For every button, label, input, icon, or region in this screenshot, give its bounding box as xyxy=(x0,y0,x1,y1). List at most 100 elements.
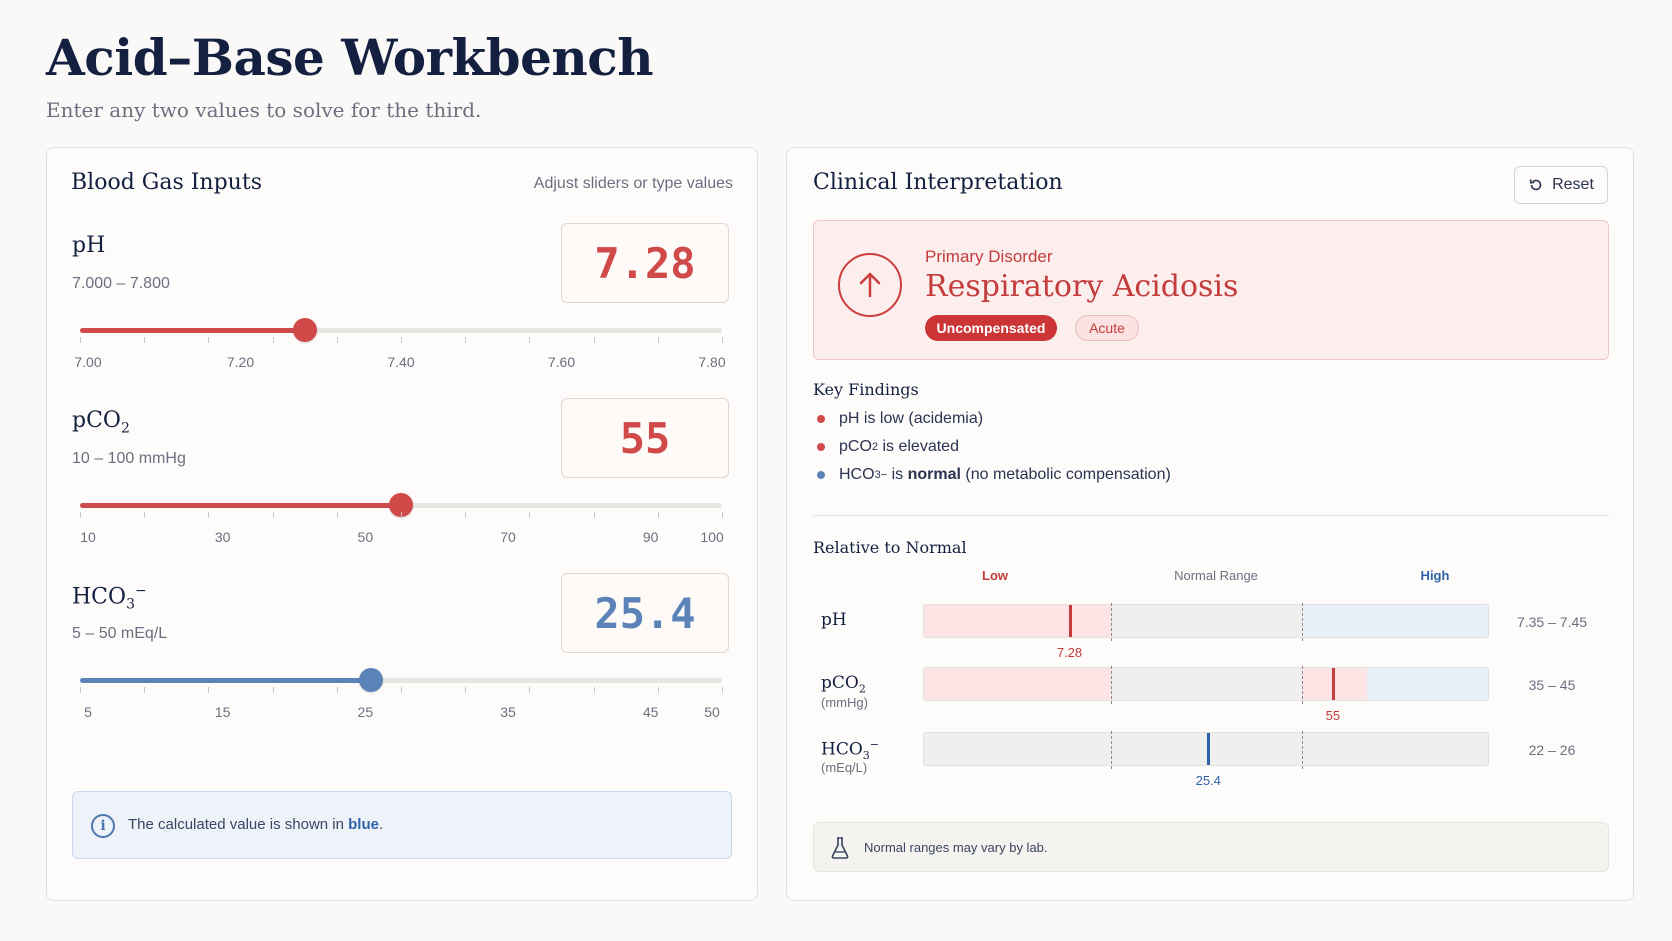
primary-disorder-label: Primary Disorder xyxy=(925,247,1053,266)
section-divider xyxy=(813,515,1609,516)
row-label-sub: 3 xyxy=(862,749,870,763)
ph-slider-fill xyxy=(80,328,305,333)
slider-tick xyxy=(657,687,659,693)
finding-param-sup: − xyxy=(880,469,888,481)
slider-tick xyxy=(336,687,338,693)
slider-tick-label: 7.80 xyxy=(698,354,726,370)
ph-slider-thumb[interactable] xyxy=(292,318,317,342)
hco3-label-sub: 3 xyxy=(126,596,135,613)
slider-tick xyxy=(80,512,81,518)
slider-tick xyxy=(208,512,210,518)
slider-tick xyxy=(722,512,723,518)
relative-row-pco2: pCO2 (mmHg) 55 35 – 45 xyxy=(787,666,1635,735)
low-zone xyxy=(924,668,1112,700)
flask-icon xyxy=(831,837,849,859)
normal-lower-bound xyxy=(1111,666,1113,704)
compensation-badge: Uncompensated xyxy=(925,315,1057,341)
finding-pco2: pCO 2 is elevated xyxy=(813,438,959,456)
row-label-text: pCO xyxy=(821,673,859,693)
finding-hco3: HCO 3− is normal (no metabolic compensati… xyxy=(813,466,1171,484)
finding-text: is low xyxy=(859,410,909,427)
slider-tick-label: 10 xyxy=(80,529,96,545)
slider-tick xyxy=(336,512,338,518)
value-marker xyxy=(1207,733,1211,765)
slider-tick-label: 25 xyxy=(357,704,374,720)
low-zone xyxy=(924,605,1112,637)
hco3-range: 5 – 50 mEq/L xyxy=(72,625,168,642)
slider-tick xyxy=(401,687,402,693)
high-zone xyxy=(1302,605,1488,637)
ph-input-group: pH 7.000 – 7.800 7.28 7.00 7.20 7.40 7.60 7.… xyxy=(47,223,759,418)
slider-tick xyxy=(144,337,146,343)
row-unit: (mmHg) xyxy=(821,695,868,710)
slider-tick-label: 70 xyxy=(500,529,516,545)
hco3-label-sup: − xyxy=(134,583,147,599)
slider-tick xyxy=(208,337,210,343)
slider-tick-label: 7.60 xyxy=(547,354,576,370)
pco2-range: 10 – 100 mmHg xyxy=(72,450,186,467)
slider-tick-label: 7.20 xyxy=(226,354,255,370)
note-accent-word: blue xyxy=(348,816,379,833)
pco2-label-text: pCO xyxy=(72,408,121,433)
slider-tick xyxy=(529,687,531,693)
finding-param: HCO xyxy=(839,466,875,483)
slider-tick xyxy=(593,512,595,518)
slider-tick xyxy=(208,687,210,693)
slider-tick xyxy=(529,337,531,343)
hco3-slider-thumb[interactable] xyxy=(359,668,384,692)
slider-tick xyxy=(336,337,338,343)
relative-bar: 55 xyxy=(923,666,1489,723)
value-marker xyxy=(1331,668,1335,700)
slider-tick xyxy=(722,337,723,343)
slider-tick-label: 30 xyxy=(214,529,231,545)
slider-tick xyxy=(401,337,402,343)
row-unit: (mEq/L) xyxy=(821,760,868,775)
relative-to-normal-title: Relative to Normal xyxy=(813,538,967,557)
value-marker-label: 55 xyxy=(1325,708,1341,723)
pco2-value-input[interactable]: 55 xyxy=(561,398,729,478)
slider-tick xyxy=(272,687,274,693)
hco3-input-group: HCO3− 5 – 50 mEq/L 25.4 5 15 25 35 45 50 xyxy=(47,573,759,768)
pco2-label-sub: 2 xyxy=(120,420,130,437)
finding-detail: (no metabolic compensation) xyxy=(960,466,1171,483)
ph-slider[interactable] xyxy=(80,318,723,343)
finding-param: pH xyxy=(839,410,860,427)
ph-label: pH xyxy=(72,233,105,258)
hco3-slider[interactable] xyxy=(80,668,723,693)
ph-label-text: pH xyxy=(72,233,106,258)
finding-detail: (acidemia) xyxy=(908,410,984,427)
slider-tick-label: 50 xyxy=(704,704,720,720)
slider-tick xyxy=(144,687,146,693)
slider-tick-label: 90 xyxy=(642,529,659,545)
relative-row-ph: pH 7.28 7.35 – 7.45 xyxy=(787,603,1635,672)
page-title: Acid–Base Workbench xyxy=(46,28,654,87)
value-marker xyxy=(1068,605,1072,637)
hco3-value-input[interactable]: 25.4 xyxy=(561,573,729,653)
column-header-normal: Normal Range xyxy=(1174,568,1258,583)
inputs-panel-title: Blood Gas Inputs xyxy=(71,170,262,195)
pco2-slider[interactable] xyxy=(80,493,723,518)
slider-tick xyxy=(593,337,595,343)
blood-gas-inputs-panel: Blood Gas Inputs Adjust sliders or type … xyxy=(46,147,758,901)
clinical-interpretation-panel: Clinical Interpretation Reset Primary Di… xyxy=(786,147,1634,901)
slider-tick xyxy=(657,337,659,343)
finding-text: is xyxy=(887,466,908,483)
reset-button[interactable]: Reset xyxy=(1514,166,1608,204)
normal-range-text: 35 – 45 xyxy=(1528,677,1576,693)
slider-tick-label: 45 xyxy=(642,704,659,720)
inputs-panel-hint: Adjust sliders or type values xyxy=(533,175,733,192)
slider-tick xyxy=(465,337,467,343)
row-label-text: pH xyxy=(821,610,847,630)
slider-tick-label: 7.00 xyxy=(74,354,102,370)
note-text-after: . xyxy=(378,816,384,833)
slider-tick-label: 5 xyxy=(84,704,92,720)
primary-disorder-name: Respiratory Acidosis xyxy=(925,269,1239,304)
slider-tick-label: 100 xyxy=(700,529,724,545)
row-label-sub: 2 xyxy=(858,682,866,696)
row-label: HCO3− xyxy=(821,738,879,762)
normal-lower-bound xyxy=(1111,731,1113,769)
slider-tick xyxy=(80,687,81,693)
ph-value-input[interactable]: 7.28 xyxy=(561,223,729,303)
relative-row-hco3: HCO3− (mEq/L) 25.4 22 – 26 xyxy=(787,731,1635,800)
column-header-low: Low xyxy=(982,568,1008,583)
